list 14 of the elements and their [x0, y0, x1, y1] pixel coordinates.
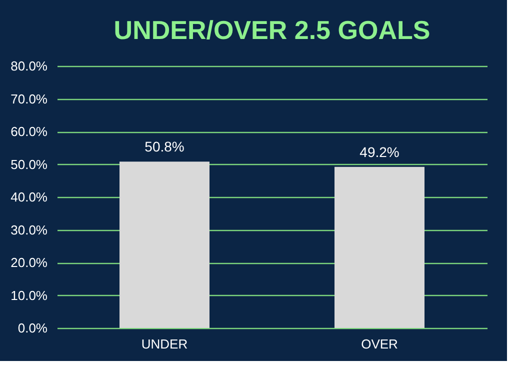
y-tick-label: 50.0%: [10, 156, 48, 172]
data-label: 50.8%: [144, 138, 184, 155]
chart-title: UNDER/OVER 2.5 GOALS: [114, 15, 430, 45]
y-tick-label: 10.0%: [10, 288, 48, 303]
x-tick-label: UNDER: [141, 336, 188, 352]
y-tick-label: 80.0%: [10, 58, 48, 74]
y-tick-label: 30.0%: [10, 222, 48, 238]
y-tick-label: 70.0%: [10, 91, 48, 106]
x-tick-label: OVER: [361, 336, 398, 352]
data-label: 49.2%: [360, 144, 400, 160]
y-tick-label: 20.0%: [10, 255, 48, 270]
y-tick-label: 0.0%: [18, 320, 48, 336]
y-tick-label: 60.0%: [10, 124, 48, 139]
y-tick-label: 40.0%: [10, 190, 48, 204]
